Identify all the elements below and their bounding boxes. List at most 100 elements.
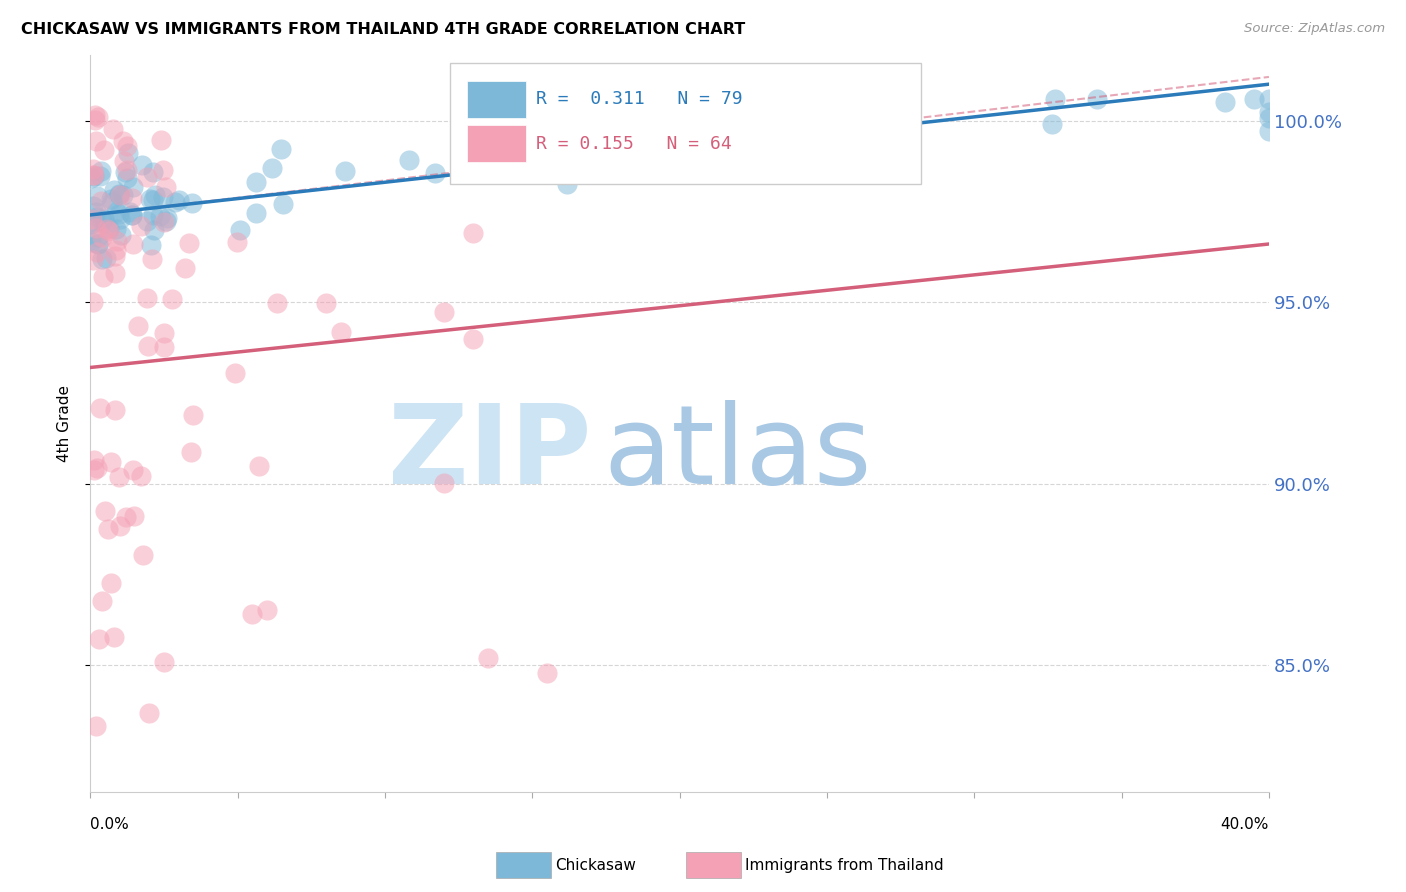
Point xyxy=(121,236,143,251)
Point xyxy=(84,108,107,122)
Point xyxy=(143,188,166,202)
Point xyxy=(121,208,143,222)
Text: ZIP: ZIP xyxy=(388,400,591,507)
Point xyxy=(152,190,174,204)
Point xyxy=(108,187,131,202)
Point xyxy=(91,270,114,285)
Point xyxy=(557,177,579,191)
Point xyxy=(80,211,103,226)
Point xyxy=(107,470,129,484)
Point xyxy=(86,461,108,475)
Point xyxy=(82,252,104,267)
Point xyxy=(101,122,124,136)
Point xyxy=(105,234,128,248)
Point xyxy=(104,249,127,263)
Point xyxy=(1043,92,1066,106)
Point xyxy=(240,607,263,622)
Point xyxy=(315,295,337,310)
Point xyxy=(142,165,165,179)
Point xyxy=(89,169,111,183)
Point xyxy=(1243,92,1265,106)
Point xyxy=(136,170,159,185)
Point xyxy=(333,163,356,178)
Point xyxy=(83,463,105,477)
Point xyxy=(97,220,120,235)
Point xyxy=(142,208,165,222)
Point xyxy=(155,180,177,194)
Text: R = 0.155   N = 64: R = 0.155 N = 64 xyxy=(536,135,731,153)
Point xyxy=(180,445,202,459)
Y-axis label: 4th Grade: 4th Grade xyxy=(58,385,72,462)
Point xyxy=(91,214,114,228)
Point xyxy=(93,211,115,226)
Point xyxy=(163,194,186,209)
Text: 40.0%: 40.0% xyxy=(1220,817,1270,832)
Point xyxy=(83,168,105,182)
Point xyxy=(425,166,447,180)
Point xyxy=(93,143,115,157)
Point xyxy=(183,409,205,423)
Point xyxy=(84,113,107,128)
Point xyxy=(83,215,105,229)
Point xyxy=(229,223,252,237)
Point xyxy=(90,194,112,208)
Text: Source: ZipAtlas.com: Source: ZipAtlas.com xyxy=(1244,22,1385,36)
Point xyxy=(107,187,129,202)
Point xyxy=(433,304,456,318)
Point xyxy=(89,401,111,415)
Point xyxy=(105,243,128,257)
Point xyxy=(129,219,152,234)
Point xyxy=(153,340,176,354)
Point xyxy=(152,162,174,177)
Point xyxy=(153,655,176,669)
Point xyxy=(104,222,127,236)
Point xyxy=(121,463,143,477)
Point xyxy=(141,252,163,266)
Point xyxy=(162,292,184,306)
Point xyxy=(104,205,127,219)
Point xyxy=(225,235,247,249)
Point xyxy=(245,206,267,220)
Point xyxy=(139,238,162,252)
Point xyxy=(80,171,103,186)
Point xyxy=(84,134,107,148)
Point xyxy=(82,199,104,213)
Point xyxy=(103,183,125,197)
Point xyxy=(108,518,131,533)
Point xyxy=(80,217,103,231)
FancyBboxPatch shape xyxy=(467,125,526,162)
Point xyxy=(100,192,122,206)
Point xyxy=(86,244,108,259)
Point xyxy=(96,222,118,236)
Point xyxy=(245,175,267,189)
Point xyxy=(156,211,179,225)
Point xyxy=(118,205,141,219)
Point xyxy=(266,295,288,310)
Point xyxy=(93,216,115,230)
Point xyxy=(149,209,172,223)
Text: R =  0.311   N = 79: R = 0.311 N = 79 xyxy=(536,90,742,108)
Point xyxy=(110,227,132,242)
Point xyxy=(84,221,107,235)
Point xyxy=(155,214,177,228)
Point xyxy=(121,208,143,222)
Point xyxy=(271,197,294,211)
Point xyxy=(139,192,162,206)
Point xyxy=(82,161,104,176)
Point xyxy=(1213,95,1236,110)
Point xyxy=(1258,104,1281,119)
Point xyxy=(112,154,135,169)
Point xyxy=(84,719,107,733)
Point xyxy=(83,453,105,467)
Point xyxy=(398,153,420,167)
Point xyxy=(83,169,105,184)
Point xyxy=(142,194,165,208)
Point xyxy=(115,170,138,185)
Point xyxy=(87,632,110,646)
Point xyxy=(100,194,122,209)
Point xyxy=(153,214,176,228)
Point xyxy=(177,235,200,250)
Point xyxy=(108,207,131,221)
Point xyxy=(110,212,132,227)
Point xyxy=(91,594,114,608)
